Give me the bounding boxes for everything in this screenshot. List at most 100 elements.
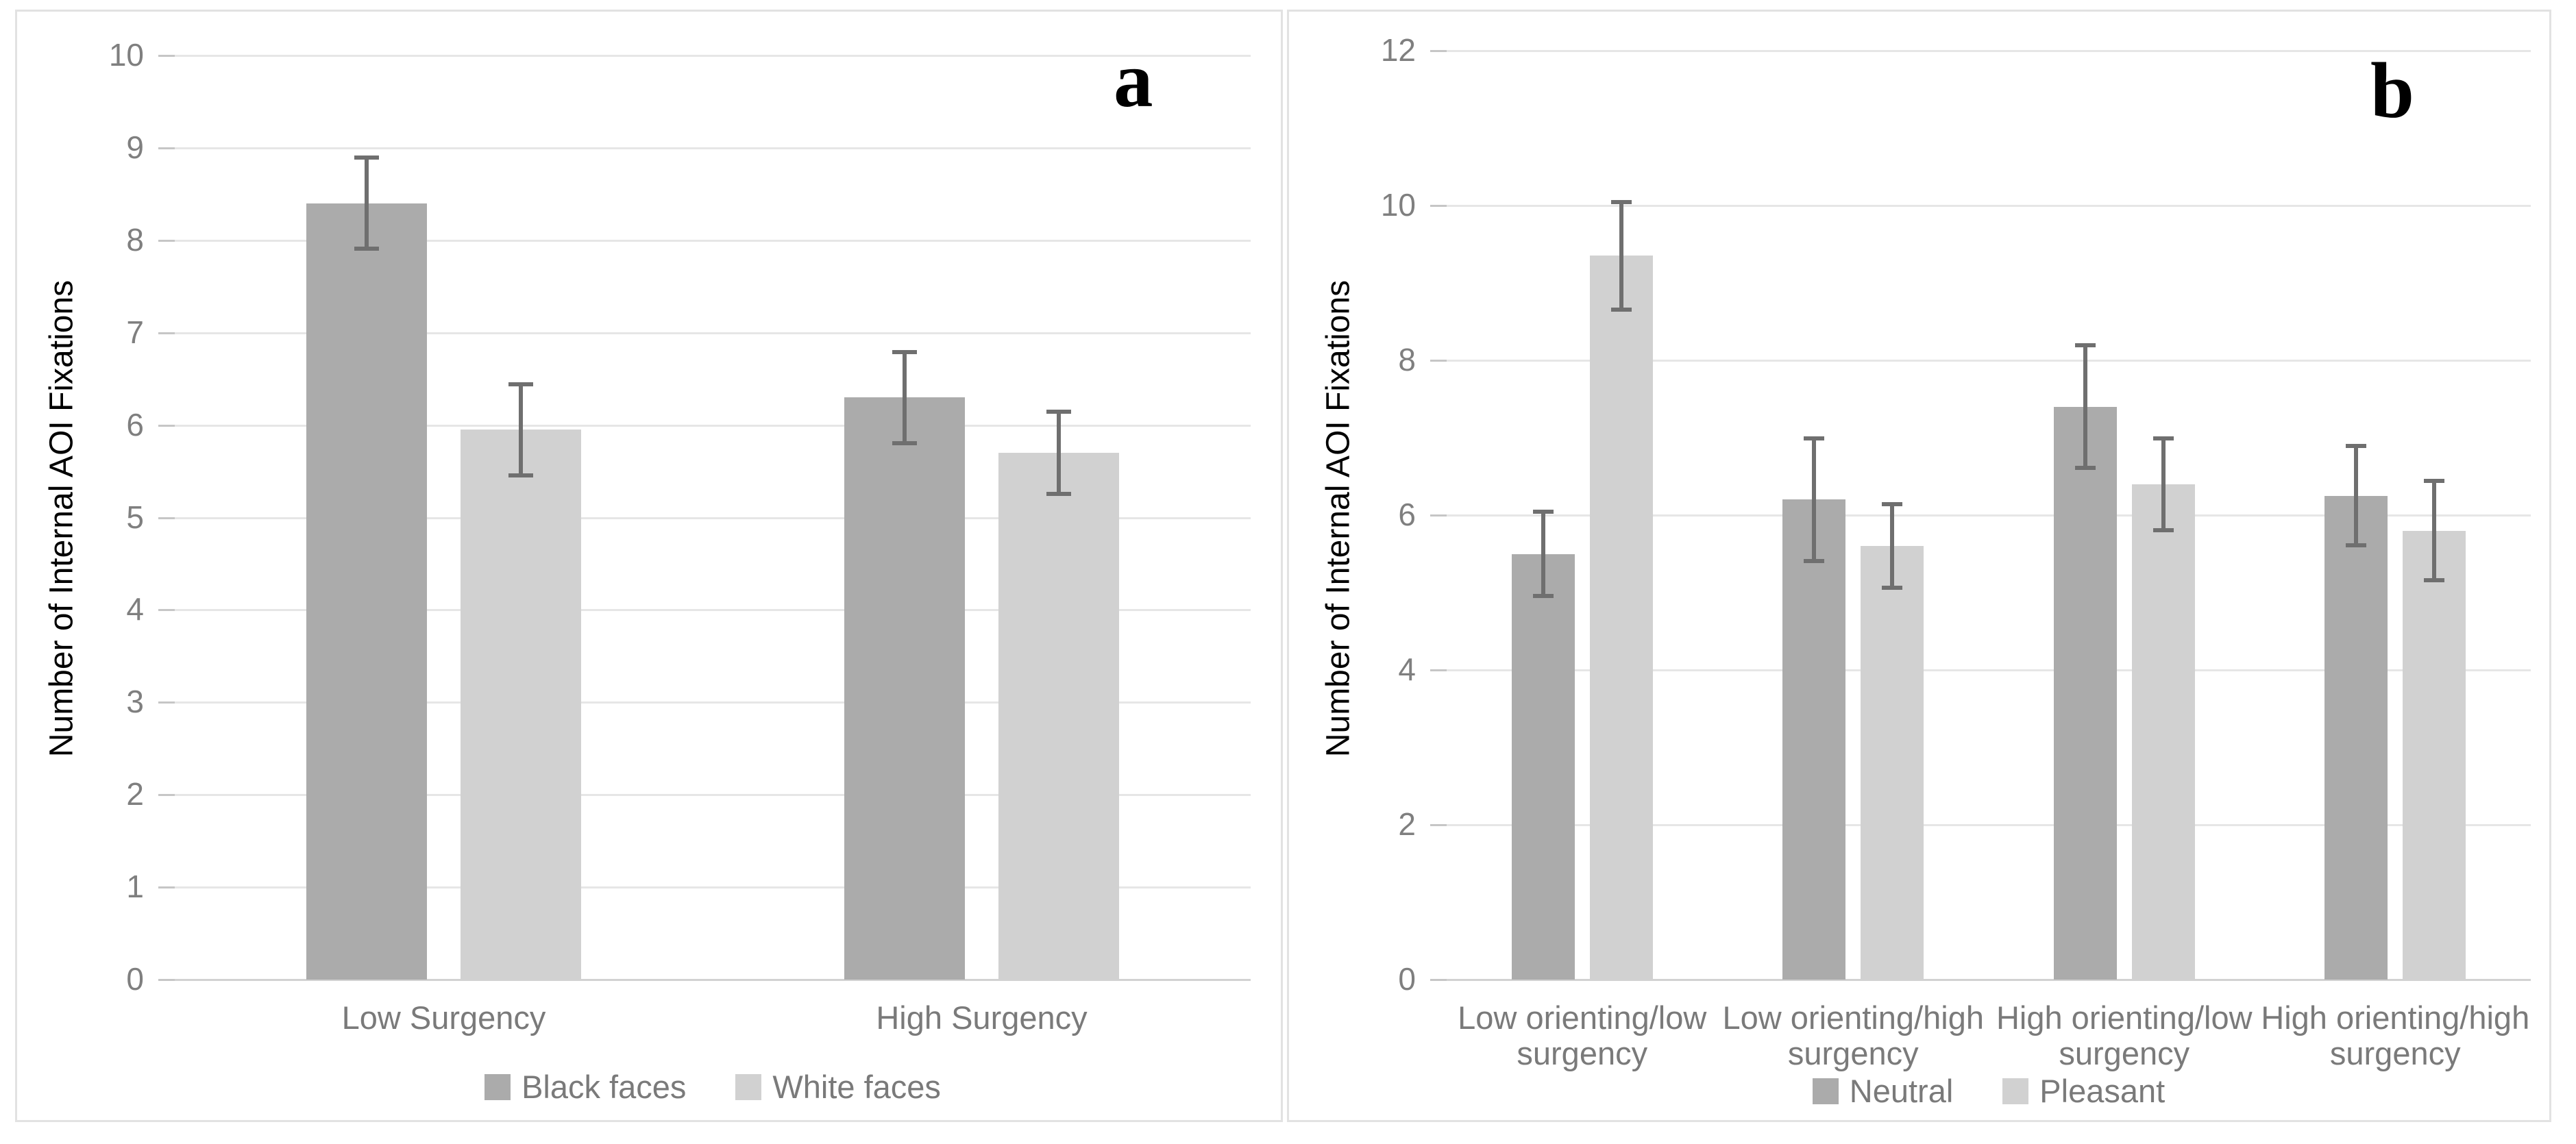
y-axis-tick bbox=[158, 979, 175, 981]
y-axis-tick bbox=[1430, 205, 1447, 207]
bar-neutral-cat3 bbox=[2053, 406, 2117, 980]
error-bar-bottom-cap bbox=[508, 473, 533, 477]
chart-legend: Black faces White faces bbox=[175, 1068, 1251, 1106]
x-category-label: Low orienting/low surgency bbox=[1458, 999, 1707, 1071]
panel-a-plot-area: 0 1 2 3 4 5 6 7 8 9 10 Low Surgency High Surgency Bla… bbox=[17, 12, 1281, 1120]
y-gridline bbox=[175, 794, 1251, 797]
y-gridline bbox=[175, 424, 1251, 427]
y-tick-label: 0 bbox=[1398, 961, 1416, 997]
x-category-label: High orienting/high surgency bbox=[2261, 999, 2530, 1071]
legend-item-black-faces: Black faces bbox=[484, 1068, 686, 1106]
legend-label: Pleasant bbox=[2039, 1073, 2166, 1109]
error-bar-bottom-cap bbox=[1882, 586, 1903, 590]
y-tick-label: 4 bbox=[1398, 651, 1416, 687]
y-gridline bbox=[175, 701, 1251, 704]
y-gridline bbox=[175, 332, 1251, 334]
error-bar-top-cap bbox=[1532, 510, 1554, 514]
x-category-label: Low Surgency bbox=[341, 999, 546, 1036]
bar-pleasant-cat4 bbox=[2403, 530, 2466, 980]
error-bar-top-cap bbox=[1046, 410, 1071, 414]
y-tick-label: 7 bbox=[126, 314, 144, 350]
y-gridline bbox=[1447, 205, 2531, 207]
error-bar bbox=[365, 157, 369, 250]
error-bar bbox=[1812, 438, 1817, 562]
y-tick-label: 6 bbox=[1398, 497, 1416, 532]
y-axis-tick bbox=[158, 794, 175, 797]
y-axis-tick bbox=[158, 332, 175, 334]
y-gridline bbox=[1447, 514, 2531, 517]
x-category-label: Low orienting/high surgency bbox=[1722, 999, 1985, 1071]
legend-item-neutral: Neutral bbox=[1812, 1072, 1954, 1110]
x-category-label: High Surgency bbox=[876, 999, 1088, 1036]
error-bar-bottom-cap bbox=[1532, 593, 1554, 598]
y-gridline bbox=[175, 147, 1251, 149]
bar-white-faces-cat1 bbox=[461, 430, 581, 980]
y-gridline bbox=[175, 609, 1251, 612]
error-bar-top-cap bbox=[508, 382, 533, 386]
error-bar bbox=[1541, 511, 1545, 597]
bar-neutral-cat2 bbox=[1782, 499, 1846, 980]
error-bar bbox=[1619, 201, 1623, 310]
error-bar-bottom-cap bbox=[1046, 491, 1071, 496]
error-bar bbox=[2161, 438, 2166, 531]
y-axis-tick bbox=[158, 55, 175, 57]
error-bar-bottom-cap bbox=[1804, 558, 1825, 563]
y-axis-tick bbox=[1430, 669, 1447, 671]
error-bar-bottom-cap bbox=[2152, 527, 2174, 532]
error-bar-top-cap bbox=[1610, 200, 1632, 205]
bar-pleasant-cat1 bbox=[1589, 256, 1653, 980]
y-tick-label: 9 bbox=[126, 129, 144, 165]
error-bar-bottom-cap bbox=[2424, 578, 2445, 583]
y-tick-label: 2 bbox=[1398, 806, 1416, 842]
y-axis-tick bbox=[158, 239, 175, 242]
bar-black-faces-cat1 bbox=[306, 203, 427, 980]
legend-swatch-icon bbox=[484, 1073, 511, 1100]
y-gridline bbox=[175, 517, 1251, 519]
y-tick-label: 10 bbox=[1380, 187, 1416, 223]
legend-item-pleasant: Pleasant bbox=[2002, 1072, 2165, 1110]
y-gridline bbox=[1447, 360, 2531, 362]
error-bar-bottom-cap bbox=[892, 440, 917, 445]
y-tick-label: 8 bbox=[1398, 342, 1416, 377]
error-bar-top-cap bbox=[2346, 444, 2367, 449]
error-bar bbox=[1890, 503, 1895, 589]
y-axis-tick bbox=[158, 886, 175, 889]
y-gridline bbox=[1447, 669, 2531, 671]
legend-label: Black faces bbox=[522, 1069, 687, 1105]
y-tick-label: 4 bbox=[126, 591, 144, 627]
y-axis-tick bbox=[158, 147, 175, 149]
error-bar bbox=[519, 383, 523, 476]
error-bar-top-cap bbox=[892, 349, 917, 354]
error-bar-top-cap bbox=[354, 156, 379, 160]
y-gridline bbox=[175, 886, 1251, 889]
y-axis-tick bbox=[158, 424, 175, 427]
y-tick-label: 12 bbox=[1380, 32, 1416, 68]
y-tick-label: 2 bbox=[126, 776, 144, 812]
y-axis-tick bbox=[1430, 360, 1447, 362]
y-gridline bbox=[175, 55, 1251, 57]
y-axis-tick bbox=[158, 517, 175, 519]
error-bar-top-cap bbox=[1804, 436, 1825, 440]
legend-label: Neutral bbox=[1849, 1073, 1954, 1109]
error-bar bbox=[2432, 480, 2437, 582]
panel-a-letter: a bbox=[1114, 36, 1153, 123]
bar-white-faces-cat2 bbox=[998, 453, 1119, 980]
error-bar bbox=[903, 351, 907, 444]
y-tick-label: 6 bbox=[126, 406, 144, 443]
y-axis-tick bbox=[158, 609, 175, 612]
x-axis-line bbox=[175, 979, 1251, 981]
bar-pleasant-cat3 bbox=[2131, 484, 2195, 980]
error-bar-bottom-cap bbox=[1610, 307, 1632, 312]
y-gridline bbox=[1447, 824, 2531, 826]
y-axis-tick bbox=[1430, 979, 1447, 981]
y-gridline bbox=[1447, 50, 2531, 52]
y-tick-label: 10 bbox=[108, 37, 144, 73]
legend-swatch-icon bbox=[735, 1073, 762, 1100]
error-bar-top-cap bbox=[2424, 479, 2445, 484]
y-tick-label: 1 bbox=[126, 869, 144, 905]
error-bar bbox=[2354, 445, 2359, 547]
error-bar-top-cap bbox=[1882, 502, 1903, 507]
error-bar bbox=[1057, 411, 1061, 495]
bar-neutral-cat4 bbox=[2324, 495, 2388, 980]
